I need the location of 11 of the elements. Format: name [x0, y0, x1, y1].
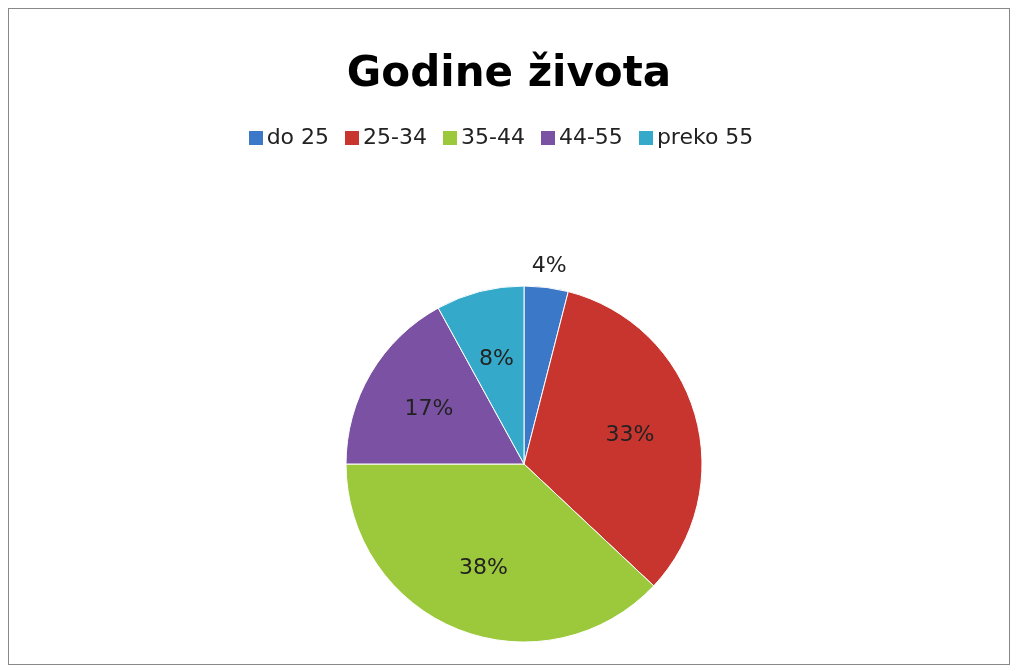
data-label: 4%	[531, 251, 567, 277]
data-label: 8%	[479, 344, 515, 370]
legend-label: 44-55	[558, 124, 623, 149]
legend-label: 35-44	[461, 124, 525, 149]
legend-label: do 25	[266, 124, 330, 149]
chart-title: Godine života	[345, 46, 673, 98]
data-label: 17%	[404, 395, 454, 421]
legend-label: preko 55	[656, 124, 754, 149]
data-label: 33%	[605, 420, 655, 446]
data-label: 38%	[458, 554, 508, 580]
legend-label: 25-34	[363, 124, 427, 149]
